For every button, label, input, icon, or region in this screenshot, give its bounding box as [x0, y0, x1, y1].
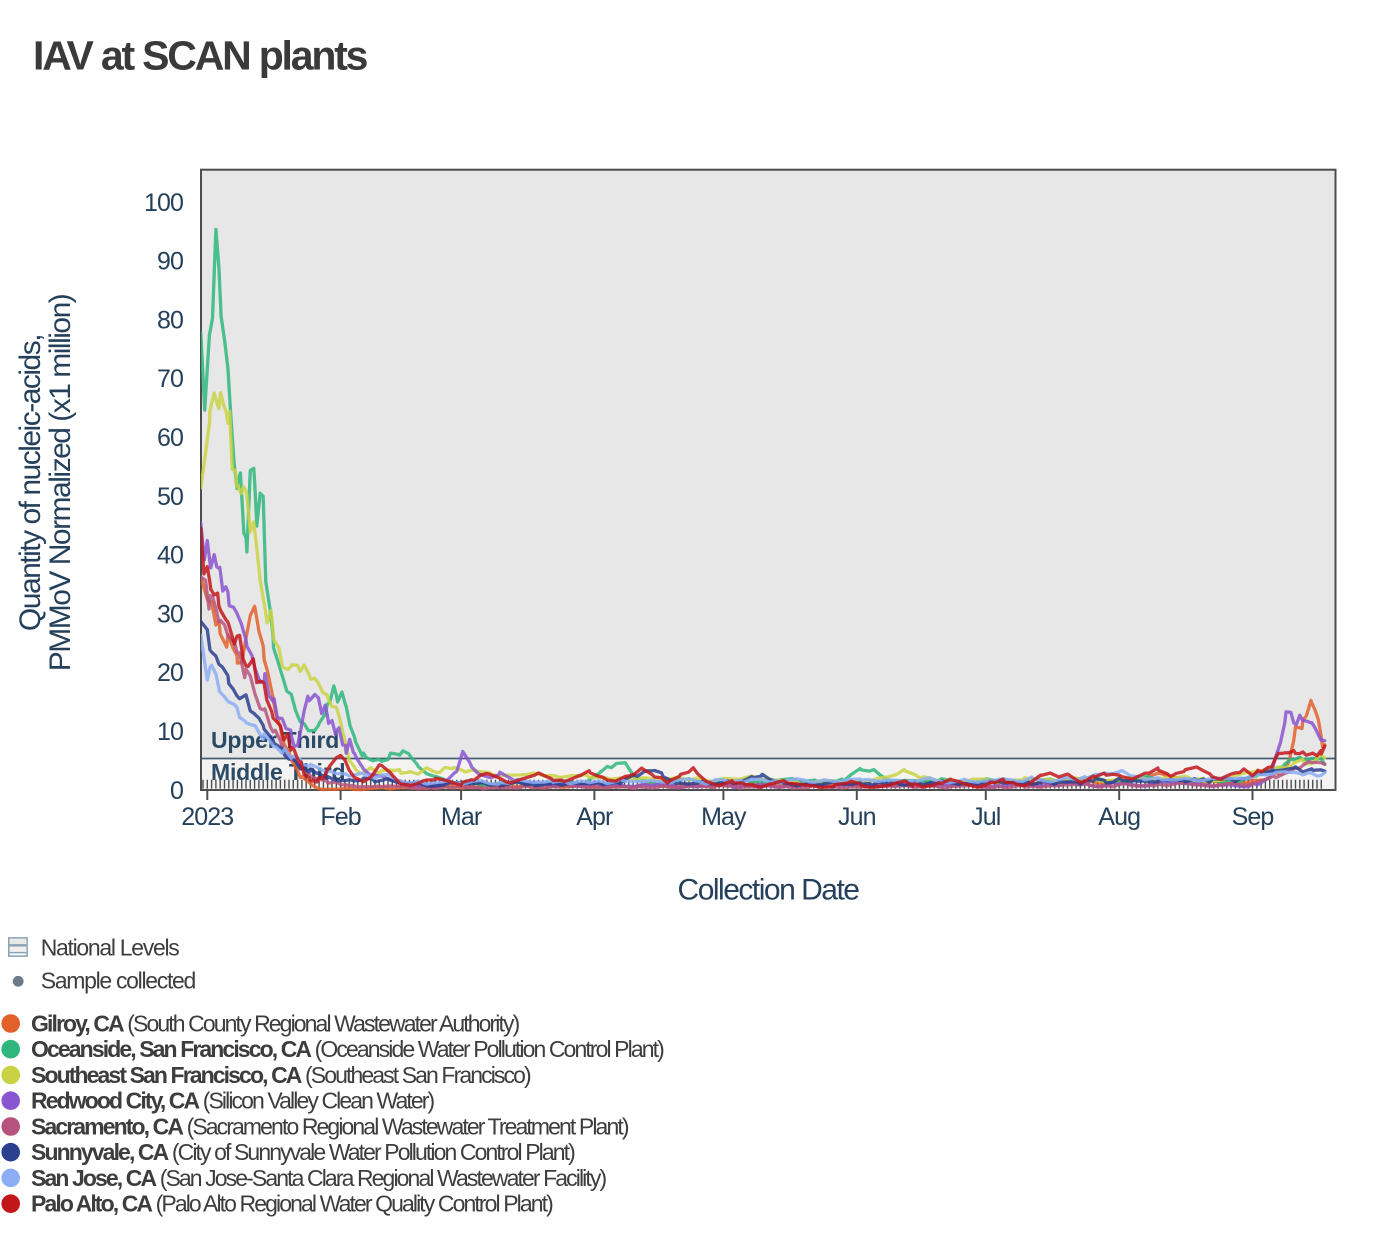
svg-text:National Levels: National Levels	[41, 935, 180, 961]
svg-text:Jul: Jul	[971, 803, 1000, 831]
svg-text:Mar: Mar	[441, 803, 482, 831]
svg-text:Jun: Jun	[838, 803, 876, 831]
svg-text:Gilroy, CA (South County Regio: Gilroy, CA (South County Regional Wastew…	[31, 1010, 520, 1036]
svg-text:80: 80	[157, 306, 183, 334]
svg-text:20: 20	[157, 659, 183, 687]
svg-text:Sunnyvale, CA (City of Sunnyva: Sunnyvale, CA (City of Sunnyvale Water P…	[31, 1139, 575, 1165]
svg-text:Sample collected: Sample collected	[41, 968, 196, 994]
svg-text:IAV at SCAN plants: IAV at SCAN plants	[33, 33, 368, 79]
svg-text:Palo Alto, CA (Palo Alto Regio: Palo Alto, CA (Palo Alto Regional Water …	[31, 1191, 553, 1217]
svg-text:Apr: Apr	[576, 803, 613, 831]
svg-text:30: 30	[157, 600, 183, 628]
svg-text:Redwood City, CA (Silicon Vall: Redwood City, CA (Silicon Valley Clean W…	[31, 1088, 435, 1114]
svg-text:90: 90	[157, 248, 183, 276]
svg-text:100: 100	[144, 189, 183, 217]
svg-text:Collection Date: Collection Date	[678, 874, 860, 907]
svg-text:2023: 2023	[181, 803, 233, 831]
svg-text:40: 40	[157, 542, 183, 570]
svg-text:60: 60	[157, 424, 183, 452]
svg-text:PMMoV Normalized (x1 million): PMMoV Normalized (x1 million)	[44, 294, 77, 671]
svg-text:Sacramento, CA (Sacramento Reg: Sacramento, CA (Sacramento Regional Wast…	[31, 1113, 629, 1139]
svg-text:10: 10	[157, 718, 183, 746]
svg-text:Oceanside, San Francisco, CA (: Oceanside, San Francisco, CA (Oceanside …	[31, 1036, 664, 1062]
svg-text:50: 50	[157, 483, 183, 511]
svg-text:Aug: Aug	[1098, 803, 1140, 831]
svg-text:May: May	[701, 803, 747, 831]
svg-text:70: 70	[157, 365, 183, 393]
svg-text:Sep: Sep	[1232, 803, 1274, 831]
svg-text:San Jose, CA (San Jose-Santa C: San Jose, CA (San Jose-Santa Clara Regio…	[31, 1165, 606, 1191]
svg-text:0: 0	[170, 777, 183, 805]
svg-text:Feb: Feb	[320, 803, 360, 831]
svg-text:Southeast San Francisco, CA (S: Southeast San Francisco, CA (Southeast S…	[31, 1062, 531, 1088]
svg-text:Quantity of nucleic-acids,: Quantity of nucleic-acids,	[14, 335, 47, 631]
